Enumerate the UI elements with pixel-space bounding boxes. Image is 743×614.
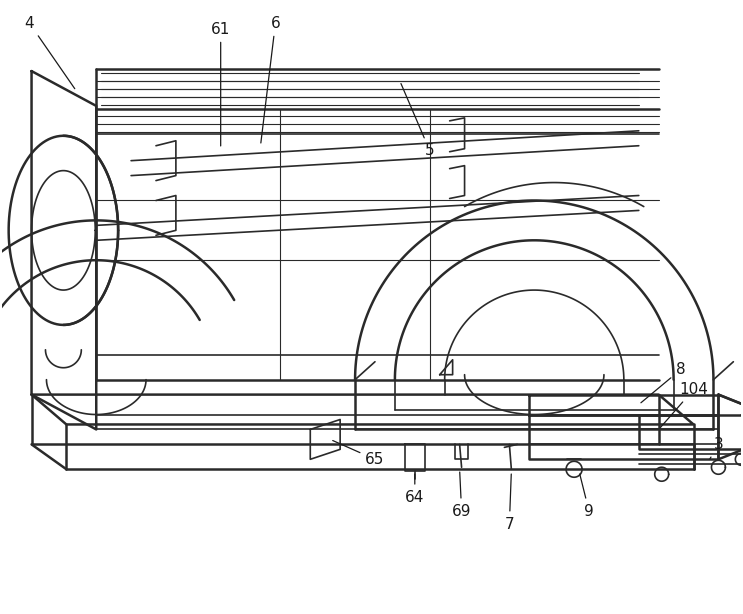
Text: 5: 5 (401, 84, 435, 158)
Text: 7: 7 (504, 474, 514, 532)
Text: 3: 3 (710, 437, 723, 459)
Text: 69: 69 (452, 472, 471, 519)
Text: 8: 8 (641, 362, 685, 403)
Text: 104: 104 (661, 382, 708, 427)
Text: 9: 9 (580, 474, 594, 519)
Text: 6: 6 (261, 16, 280, 143)
Text: 4: 4 (25, 16, 75, 88)
Text: 65: 65 (333, 440, 385, 467)
Text: 64: 64 (405, 474, 424, 505)
Text: 61: 61 (211, 21, 230, 146)
